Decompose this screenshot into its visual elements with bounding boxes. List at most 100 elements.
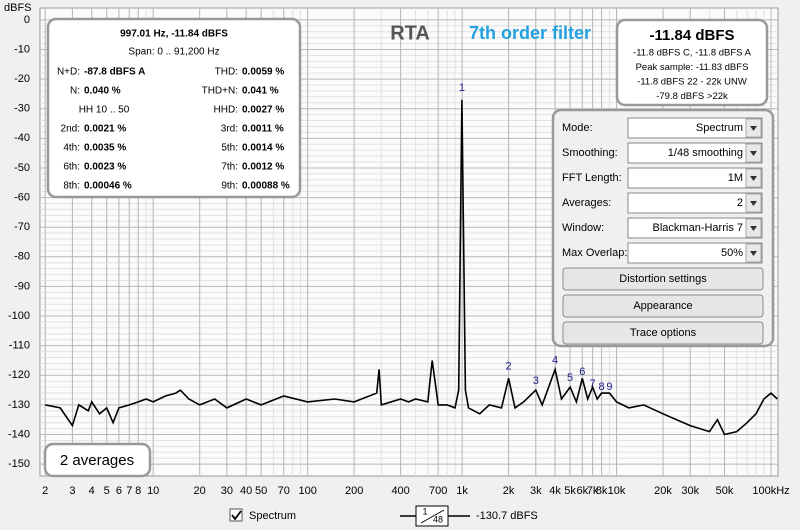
x-tick-label: 3k	[530, 485, 542, 497]
x-tick-label: 700	[429, 485, 447, 497]
x-tick-label: 3	[69, 485, 75, 497]
info-value: 0.0021 %	[84, 124, 126, 135]
dropdown-arrow	[750, 201, 757, 206]
info-value: 0.00088 %	[242, 181, 290, 192]
dropdown[interactable]	[627, 242, 763, 264]
info-label: N:	[70, 86, 80, 97]
y-tick-label: -140	[8, 428, 30, 440]
x-tick-label: 6k	[576, 485, 588, 497]
marks: 1 2 3 45 67 8 9	[45, 82, 778, 436]
dropdown[interactable]	[627, 117, 763, 139]
y-tick-label: -100	[8, 310, 30, 322]
info-label: 3rd:	[221, 124, 238, 135]
info-label: N+D:	[57, 67, 80, 78]
y-axis-label: dBFS	[4, 2, 32, 14]
harmonic-label: 2	[506, 360, 512, 372]
y-tick-label: -60	[14, 191, 30, 203]
info-label: 5th:	[221, 143, 238, 154]
legend-readout: -130.7 dBFS	[476, 510, 538, 522]
button[interactable]	[562, 294, 764, 318]
x-tick-label: 1k	[456, 485, 468, 497]
button[interactable]	[562, 267, 764, 291]
harmonic-label: 1	[459, 82, 465, 94]
y-tick-label: -130	[8, 399, 30, 411]
x-tick-label: 100kHz	[752, 485, 789, 497]
x-tick-label: 30	[221, 485, 233, 497]
setting-label: Averages:	[562, 197, 611, 209]
dropdown-arrow	[750, 151, 757, 156]
level-line: Peak sample: -11.83 dBFS	[636, 62, 749, 73]
info-value: 0.0014 %	[242, 143, 284, 154]
info-label: HHD:	[214, 105, 238, 116]
dropdown-arrow	[750, 126, 757, 131]
y-tick-label: -70	[14, 221, 30, 233]
dropdown[interactable]	[627, 217, 763, 239]
info-label: 6th:	[63, 162, 80, 173]
smoothing-num: 1	[422, 506, 427, 516]
x-tick-label: 4	[89, 485, 95, 497]
x-tick-label: 200	[345, 485, 363, 497]
setting-label: Max Overlap:	[562, 247, 627, 259]
setting-value: 1/48 smoothing	[668, 147, 743, 159]
harmonic-label: 9	[606, 381, 612, 393]
info-label: 2nd:	[61, 124, 80, 135]
y-tick-label: -110	[9, 340, 30, 352]
legend-checkbox[interactable]	[229, 508, 243, 522]
button-label: Appearance	[633, 300, 692, 312]
info-box	[46, 17, 302, 199]
x-tick-label: 100	[298, 485, 316, 497]
averages: 2 averages	[60, 452, 134, 469]
setting-value: 50%	[721, 247, 743, 259]
legend-label: Spectrum	[249, 510, 296, 522]
y-tick-label: -30	[14, 103, 30, 115]
x-tick-label: 70	[278, 485, 290, 497]
info-value: 0.0012 %	[242, 162, 284, 173]
info-value: 0.0023 %	[84, 162, 126, 173]
y-tick-label: -120	[8, 369, 30, 381]
info-value: 0.040 %	[84, 86, 121, 97]
x-tick-label: 8	[135, 485, 141, 497]
span: Span: 0 .. 91,200 Hz	[128, 47, 219, 58]
x-tick-label: 6	[116, 485, 122, 497]
info-note: HH 10 .. 50	[79, 105, 130, 116]
button[interactable]	[562, 321, 764, 345]
harmonic-label: 7	[590, 378, 596, 390]
x-tick-label: 7	[126, 485, 132, 497]
dropdown[interactable]	[627, 192, 763, 214]
setting-value: Blackman-Harris 7	[653, 222, 743, 234]
spectrum-trace	[45, 99, 778, 436]
dropdown-arrow	[750, 251, 757, 256]
x-tick-label: 4k	[549, 485, 561, 497]
dropdown[interactable]	[627, 167, 763, 189]
x-tick-label: 5	[104, 485, 110, 497]
dropdown[interactable]	[627, 142, 763, 164]
y-tick-label: -80	[14, 251, 30, 263]
setting-value: 2	[737, 197, 743, 209]
x-tick-label: 40	[240, 485, 252, 497]
title: RTA	[390, 22, 430, 44]
info-label: THD:	[215, 67, 238, 78]
button-label: Trace options	[630, 327, 697, 339]
fraction-bar	[420, 509, 445, 524]
level-line: -79.8 dBFS >22k	[656, 91, 728, 102]
x-tick-label: 30k	[681, 485, 699, 497]
info-value: 0.0035 %	[84, 143, 126, 154]
harmonic-label: 4	[552, 354, 558, 366]
averages-box	[43, 442, 152, 478]
x-tick-label: 7k	[587, 485, 599, 497]
y-tick-label: -20	[14, 73, 30, 85]
smoothing-den: 48	[433, 514, 443, 524]
x-tick-label: 50	[255, 485, 267, 497]
dropdown-arrow	[750, 176, 757, 181]
y-tick-label: -10	[14, 43, 30, 55]
x-tick-label: 20k	[654, 485, 672, 497]
x-tick-label: 2	[42, 485, 48, 497]
harmonic-label: 6	[579, 366, 585, 378]
setting-value: 1M	[728, 172, 743, 184]
harmonic-label: 5	[567, 372, 573, 384]
info-value: 0.0027 %	[242, 105, 284, 116]
setting-label: Window:	[562, 222, 604, 234]
setting-label: Smoothing:	[562, 147, 618, 159]
button-label: Distortion settings	[619, 273, 707, 285]
